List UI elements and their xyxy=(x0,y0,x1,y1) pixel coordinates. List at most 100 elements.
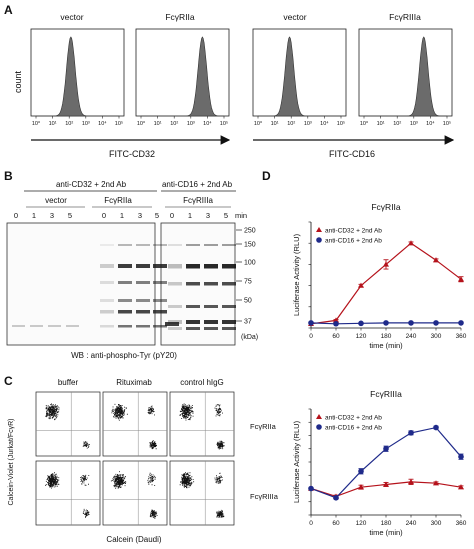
blot-bands xyxy=(12,244,236,330)
histogram-ticks: 10⁰ 10¹ 10² 10³ 10⁴ 10⁵ xyxy=(137,116,228,127)
blot-band xyxy=(168,244,182,246)
x-tick-label: 360 xyxy=(456,333,467,340)
data-point xyxy=(408,320,414,326)
lane-label: 3 xyxy=(138,211,142,220)
data-point xyxy=(358,320,364,327)
blot-band xyxy=(118,325,132,328)
flow-plot-frame xyxy=(35,460,101,526)
histogram-peak xyxy=(141,36,224,117)
chart-fcgriiia: FcγRIIIa 0 60 120 180 240 300 360 time (min) Luci… xyxy=(292,389,467,537)
legend-marker xyxy=(316,227,322,232)
mw-label: 37 xyxy=(244,319,252,326)
x-tick-label: 360 xyxy=(456,520,467,527)
x-tick-label: 10⁰ xyxy=(137,120,146,127)
x-tick-label: 10⁴ xyxy=(320,120,329,127)
data-point xyxy=(408,430,414,436)
data-point xyxy=(333,317,339,323)
x-tick-label: 240 xyxy=(406,520,417,527)
row-fcgriiia: FcγRIIIa xyxy=(250,492,279,501)
blot-band xyxy=(136,310,150,314)
blot-band xyxy=(186,244,200,246)
blot-band xyxy=(186,282,200,286)
data-point xyxy=(383,261,389,267)
histogram-ticks: 10⁰ 10¹ 10² 10³ 10⁴ 10⁵ xyxy=(254,116,345,127)
blot-band xyxy=(222,327,236,330)
lane-label: 0 xyxy=(14,211,18,220)
x-tick-label: 10⁴ xyxy=(98,120,107,127)
blot-band xyxy=(165,322,179,326)
x-tick-label: 60 xyxy=(332,520,340,527)
mw-label: 150 xyxy=(244,242,256,249)
histogram-title: FcγRIIa xyxy=(165,12,195,22)
lane-label: 1 xyxy=(188,211,192,220)
flow-events xyxy=(110,471,158,519)
group-label-cd16: anti-CD16 + 2nd Ab xyxy=(162,180,233,189)
data-point xyxy=(458,276,464,282)
flow-events xyxy=(179,472,225,518)
data-point xyxy=(333,320,339,327)
blot-band xyxy=(222,305,236,308)
panel-c-letter: C xyxy=(4,374,13,388)
lane-label: 0 xyxy=(170,211,174,220)
blot-band xyxy=(222,320,236,324)
blot-band xyxy=(118,299,132,302)
blot-band xyxy=(204,305,218,308)
histogram-title: FcγRIIIa xyxy=(389,12,421,22)
x-tick-label: 10⁴ xyxy=(426,120,435,127)
data-point xyxy=(333,494,339,501)
legend-marker xyxy=(316,414,322,419)
fitc-cd16-label: FITC-CD16 xyxy=(329,149,375,159)
y-axis-label: Luciferase Activity (RLU) xyxy=(292,420,301,503)
data-point xyxy=(433,257,439,263)
x-tick-label: 10² xyxy=(170,121,178,127)
x-tick-label: 10³ xyxy=(304,121,312,127)
x-tick-label: 10⁵ xyxy=(115,120,123,127)
mw-label: 50 xyxy=(244,298,252,305)
blot-band xyxy=(136,244,150,246)
column-buffer: buffer xyxy=(58,378,79,387)
column-control-higg: control hIgG xyxy=(180,378,224,387)
blot-band xyxy=(100,325,114,328)
flow-events xyxy=(45,403,90,449)
time-unit: min xyxy=(235,211,247,220)
blot-band xyxy=(136,325,150,328)
data-point xyxy=(383,481,389,487)
x-tick-label: 10⁰ xyxy=(254,120,263,127)
x-tick-label: 10⁵ xyxy=(443,120,451,127)
data-point xyxy=(433,320,439,326)
x-tick-label: 10³ xyxy=(187,121,195,127)
lane-group-fcgriia: FcγRIIa xyxy=(104,196,132,205)
blot-band xyxy=(100,299,114,302)
series-line xyxy=(310,242,462,325)
x-tick-label: 180 xyxy=(381,520,392,527)
histogram-title: vector xyxy=(283,12,306,22)
flow-events xyxy=(111,403,157,450)
wb-label: WB : anti-phospho-Tyr (pY20) xyxy=(71,351,177,360)
lane-label: 5 xyxy=(224,211,228,220)
x-tick-label: 60 xyxy=(332,333,340,340)
histogram-ticks: 10⁰ 10¹ 10² 10³ 10⁴ 10⁵ xyxy=(32,116,123,127)
blot-band xyxy=(118,281,132,284)
blot-band xyxy=(153,325,167,328)
flow-plot-frame xyxy=(169,460,235,526)
x-tick-label: 10² xyxy=(393,121,401,127)
histogram-body xyxy=(364,36,447,117)
blot-band xyxy=(186,320,200,324)
flow-events xyxy=(45,472,90,518)
blot-band xyxy=(118,264,132,268)
data-point xyxy=(358,484,364,490)
mw-unit: (kDa) xyxy=(241,334,258,341)
flow-plot-frame xyxy=(169,391,235,457)
blot-band xyxy=(168,305,182,308)
x-tick-label: 10⁴ xyxy=(203,120,212,127)
x-tick-label: 10⁵ xyxy=(220,120,228,127)
blot-band xyxy=(12,325,25,327)
data-point xyxy=(358,282,364,288)
blot-band xyxy=(222,244,236,246)
data-point xyxy=(383,445,389,452)
blot-band xyxy=(153,299,167,302)
panel-c-xlabel: Calcein (Daudi) xyxy=(106,535,161,544)
mw-label: 75 xyxy=(244,279,252,286)
legend-label: anti-CD32 + 2nd Ab xyxy=(325,228,382,235)
chart-fcgriia: FcγRIIa 0 60 120 180 240 300 360 time (min) Lucif… xyxy=(292,202,467,350)
